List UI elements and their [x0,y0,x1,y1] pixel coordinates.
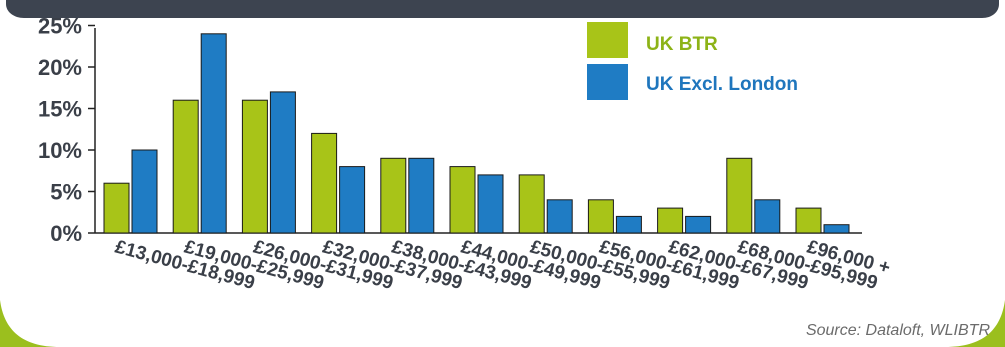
legend-label-uk-excl-london: UK Excl. London [646,74,798,95]
bar-uk-btr [587,199,614,234]
bar-uk-btr [449,166,476,234]
bar-uk-excl-london [408,157,435,234]
bar-uk-excl-london [546,199,573,234]
bar-uk-btr [311,132,338,234]
source-note: Source: Dataloft, WLIBTR [806,322,991,339]
bar-uk-excl-london [269,91,296,234]
x-ticks: £13,000-£18,999£19,000-£25,999£26,000-£3… [113,237,893,294]
bar-uk-excl-london [685,215,712,234]
frame-corner-right [945,300,1005,347]
legend: UK BTR UK Excl. London [587,22,798,100]
bar-uk-btr [518,174,545,234]
bar-uk-btr [657,207,684,234]
bar-uk-excl-london [477,174,504,234]
legend-swatch-uk-btr [587,22,628,58]
bar-uk-excl-london [754,199,781,234]
bar-uk-btr [172,99,199,234]
bar-uk-excl-london [615,215,642,234]
y-tick-label: 5% [50,180,82,205]
y-tick-label: 15% [38,97,82,122]
bar-uk-btr [103,182,130,234]
y-tick-label: 10% [38,138,82,163]
bar-uk-btr [726,157,753,234]
bar-uk-btr [795,207,822,234]
header-bar [6,0,999,18]
bar-uk-btr [241,99,268,234]
y-tick-label: 0% [50,221,82,246]
y-tick-label: 20% [38,55,82,80]
bar-uk-excl-london [200,33,227,234]
bar-uk-btr [380,157,407,234]
legend-swatch-uk-excl-london [587,64,628,100]
bar-uk-excl-london [823,224,850,234]
legend-label-uk-btr: UK BTR [646,34,718,55]
y-ticks: 0% 5% 10% 15% 20% 25% [38,14,95,246]
frame-corner-left [0,300,60,347]
bar-uk-excl-london [131,149,158,234]
bars [103,33,850,234]
bar-uk-excl-london [339,166,366,234]
y-tick-label: 25% [38,14,82,39]
